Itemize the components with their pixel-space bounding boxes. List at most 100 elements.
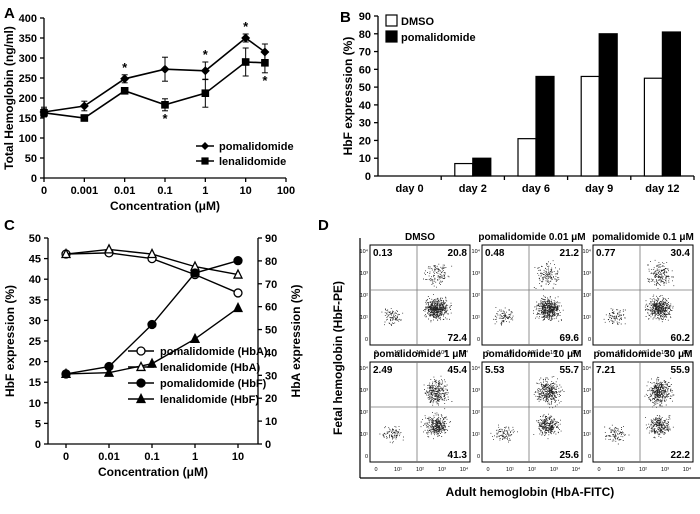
d-plot-title-2: pomalidomide 0.1 μM xyxy=(592,232,694,243)
d-plot-frame-4 xyxy=(481,361,583,463)
d-scatter-points-2 xyxy=(603,259,675,326)
c-series-3-point xyxy=(232,301,244,313)
c-series-3-point xyxy=(103,366,115,377)
d-y-tick-label-3: 0 xyxy=(365,454,368,460)
d-x-tick-label-3: 0 xyxy=(374,467,377,473)
c-left-tick-label: 30 xyxy=(29,315,41,327)
c-legend-label-2: pomalidomide (HbF) xyxy=(160,378,267,390)
d-x-tick-label-0: 0 xyxy=(374,350,377,356)
d-y-tick-label-2: 0 xyxy=(588,337,591,343)
b-bar-0 xyxy=(517,138,537,177)
d-x-tick-label-2: 10² xyxy=(639,350,647,356)
d-y-tick-label-0: 10⁴ xyxy=(360,248,369,255)
a-x-tick-label: 10 xyxy=(240,185,252,197)
d-scatter-points-3 xyxy=(379,375,453,444)
c-right-tick-label: 0 xyxy=(265,439,271,451)
a-x-tick-label: 100 xyxy=(277,185,295,197)
c-x-tick-label: 10 xyxy=(232,451,244,463)
b-y-tick-label: 40 xyxy=(359,100,371,112)
b-legend-swatch-0 xyxy=(385,14,398,27)
d-x-tick-label-3: 10⁴ xyxy=(460,466,469,473)
panel-b-chart: 0 10 20 30 40 50 60 70 80 90 HbF expresssion (%) da… xyxy=(341,11,695,195)
a-x-tick-label: 0 xyxy=(41,185,47,197)
d-plot-frame-2 xyxy=(592,244,694,346)
c-series-2-point xyxy=(190,268,200,278)
a-x-tick-label: 1 xyxy=(202,185,208,197)
d-y-tick-label-1: 10² xyxy=(472,293,480,299)
b-y-tick-label: 0 xyxy=(365,171,371,183)
b-y-tick-label: 20 xyxy=(359,135,371,147)
d-x-tick-label-3: 10³ xyxy=(438,467,446,473)
d-quadrant-top-left-2: 0.77 xyxy=(596,248,616,259)
d-quadrant-top-left-1: 0.48 xyxy=(485,248,505,259)
a-series-0-point xyxy=(79,101,89,111)
d-plot-title-4: pomalidomide 10 μM xyxy=(483,349,582,360)
d-quadrant-top-right-1: 21.2 xyxy=(560,248,580,259)
d-x-tick-label-2: 0 xyxy=(597,350,600,356)
c-legend-marker-0 xyxy=(136,346,146,356)
a-significance-star: * xyxy=(162,111,168,126)
a-legend-label-0: pomalidomide xyxy=(219,141,294,153)
b-bar-0 xyxy=(580,75,600,177)
panel-label-c: C xyxy=(4,217,15,234)
c-x-tick-label: 1 xyxy=(192,451,198,463)
d-y-axis-title: Fetal hemoglobin (HbF-PE) xyxy=(331,281,345,435)
d-plot-frame-1 xyxy=(481,244,583,346)
d-x-tick-label-5: 10⁴ xyxy=(683,466,692,473)
c-right-tick-label: 80 xyxy=(265,256,277,268)
c-legend-marker-1 xyxy=(135,360,147,372)
panel-c-chart: 0510152025303540455001020304050607080900… xyxy=(3,233,303,479)
c-right-tick-label: 60 xyxy=(265,302,277,314)
d-quadrant-top-right-0: 20.8 xyxy=(448,248,468,259)
b-y-tick-label: 60 xyxy=(359,64,371,76)
d-y-tick-label-4: 0 xyxy=(477,454,480,460)
a-y-tick-label: 400 xyxy=(19,13,37,25)
a-y-tick-label: 100 xyxy=(19,133,37,145)
d-plot-title-0: DMSO xyxy=(405,232,435,243)
a-y-tick-label: 50 xyxy=(25,153,37,165)
d-x-tick-label-2: 10¹ xyxy=(617,350,625,356)
d-y-tick-label-0: 10³ xyxy=(360,271,368,277)
d-x-tick-label-0: 10² xyxy=(416,350,424,356)
c-left-tick-label: 50 xyxy=(29,233,41,245)
d-quadrant-bottom-right-0: 72.4 xyxy=(448,333,468,344)
d-quadrant-bottom-right-5: 22.2 xyxy=(671,450,691,461)
c-x-tick-label: 0 xyxy=(63,451,69,463)
a-y-tick-label: 150 xyxy=(19,113,37,125)
d-y-tick-label-4: 10¹ xyxy=(472,432,480,438)
c-right-tick-label: 40 xyxy=(265,347,277,359)
a-y-tick-label: 350 xyxy=(19,33,37,45)
d-quadrant-top-right-3: 45.4 xyxy=(448,365,468,376)
d-quadrant-top-right-2: 30.4 xyxy=(671,248,691,259)
a-series-1-point xyxy=(120,87,129,95)
d-plot-title-5: pomalidomide 30 μM xyxy=(594,349,693,360)
d-scatter-points-5 xyxy=(604,376,675,445)
c-series-1-point xyxy=(146,247,158,259)
c-right-tick-label: 10 xyxy=(265,416,277,428)
c-left-axis-title: HbF expression (%) xyxy=(3,285,17,397)
b-legend-swatch-1 xyxy=(385,30,398,43)
panel-d-chart: Adult hemoglobin (HbA-FITC) Fetal hemoglo… xyxy=(331,232,700,499)
a-series-1-point xyxy=(241,58,250,66)
d-quadrant-bottom-right-2: 60.2 xyxy=(671,333,691,344)
a-y-tick-label: 0 xyxy=(31,173,37,185)
a-series-1-point xyxy=(80,114,89,122)
d-x-tick-label-2: 10³ xyxy=(661,350,669,356)
d-y-tick-label-2: 10⁴ xyxy=(583,248,592,255)
b-legend-label-1: pomalidomide xyxy=(401,32,476,44)
b-category-label: day 9 xyxy=(585,183,613,195)
d-x-axis-title: Adult hemoglobin (HbA-FITC) xyxy=(446,485,615,499)
d-x-tick-label-0: 10¹ xyxy=(394,350,402,356)
d-y-tick-label-3: 10² xyxy=(360,410,368,416)
c-series-3-point xyxy=(146,357,158,368)
d-x-tick-label-1: 0 xyxy=(486,350,489,356)
d-x-tick-label-4: 0 xyxy=(486,467,489,473)
c-legend-label-0: pomalidomide (HbA) xyxy=(160,346,268,358)
d-plot-frame-0 xyxy=(369,244,471,346)
a-series-1-point xyxy=(161,101,169,109)
d-x-tick-label-1: 10² xyxy=(528,350,536,356)
d-quadrant-top-right-5: 55.9 xyxy=(671,365,691,376)
b-category-label: day 6 xyxy=(522,183,550,195)
c-left-tick-label: 10 xyxy=(29,398,41,410)
a-x-tick-label: 0.01 xyxy=(114,185,135,197)
